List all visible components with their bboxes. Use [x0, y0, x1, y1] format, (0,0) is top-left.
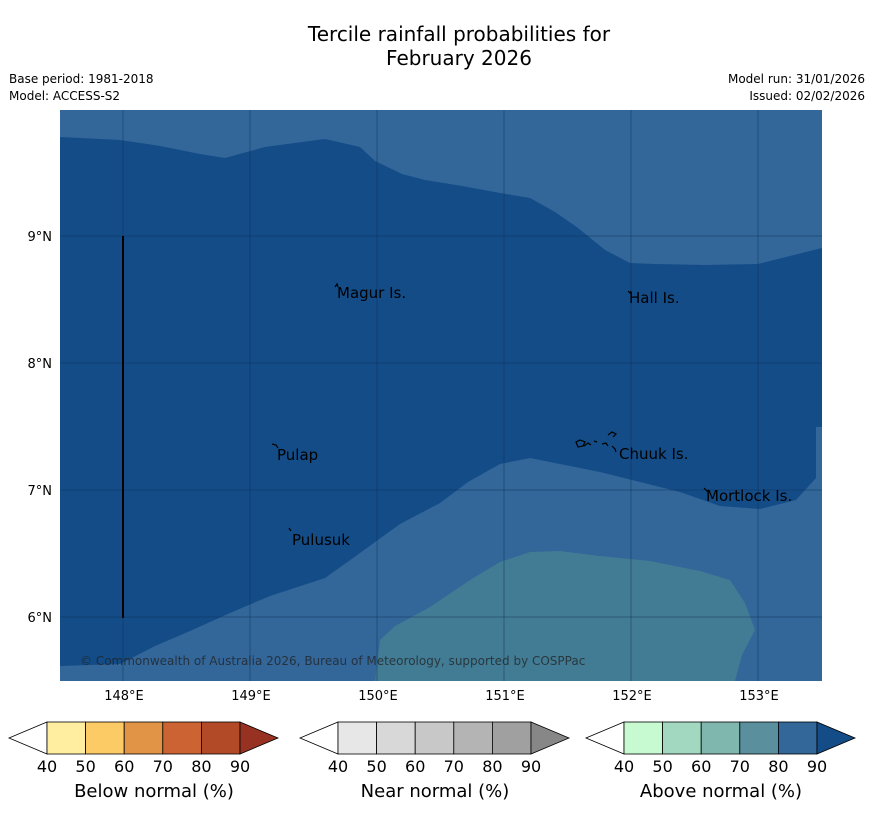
place-label-pulusuk: Pulusuk	[292, 531, 350, 549]
island-outlines	[271, 282, 710, 532]
colorbar-segment	[376, 721, 416, 755]
colorbar-below-normal: 40 50 60 70 80 90	[7, 721, 280, 776]
colorbar-near-normal: 40 50 60 70 80 90	[298, 721, 571, 776]
colorbar-extend-low	[584, 721, 625, 755]
colorbar-segment	[739, 721, 779, 755]
colorbar-label-below: Below normal (%)	[74, 781, 234, 802]
place-label-magur: Magur Is.	[337, 284, 406, 302]
colorbar-tick-label: 50	[652, 757, 672, 776]
colorbar-tick-label: 50	[75, 757, 95, 776]
lon-tick-label: 152°E	[612, 689, 652, 704]
meta-right: Model run: 31/01/2026 Issued: 02/02/2026	[728, 71, 865, 105]
lon-tick-labels: 148°E 149°E 150°E 151°E 152°E 153°E	[104, 689, 779, 704]
colorbar-above-normal: 40 50 60 70 80 90	[584, 721, 857, 776]
colorbar-segment	[414, 721, 455, 755]
lon-tick-label: 149°E	[231, 689, 271, 704]
colorbar-tick-label: 80	[191, 757, 211, 776]
map-title: Tercile rainfall probabilities for Febru…	[0, 22, 873, 70]
colorbar-segment	[85, 721, 125, 755]
colorbar-tick-label: 70	[153, 757, 173, 776]
place-label-hall: Hall Is.	[629, 289, 680, 307]
colorbar-segment	[491, 721, 532, 755]
title-line-1: Tercile rainfall probabilities for	[307, 22, 611, 46]
title-line-2: February 2026	[386, 46, 532, 70]
colorbar-tick-label: 70	[444, 757, 464, 776]
colorbar-tick-label: 90	[521, 757, 541, 776]
lon-tick-label: 153°E	[739, 689, 779, 704]
colorbar-extend-low	[7, 721, 48, 755]
colorbar-extend-high	[530, 721, 571, 755]
colorbar-tick-label: 70	[730, 757, 750, 776]
prob-region-above-60-70	[375, 551, 755, 681]
colorbar-extend-high	[816, 721, 857, 755]
colorbar-segment	[337, 721, 377, 755]
colorbar-segment	[162, 721, 202, 755]
model-run-text: Model run: 31/01/2026	[727, 72, 865, 86]
copyright-text: © Commonwealth of Australia 2026, Bureau…	[80, 654, 585, 668]
issued-text: Issued: 02/02/2026	[749, 89, 865, 103]
colorbar-label-near: Near normal (%)	[360, 781, 510, 802]
colorbar-tick-label: 60	[114, 757, 134, 776]
prob-region-above-80-90	[60, 137, 822, 666]
colorbar-tick-label: 60	[691, 757, 711, 776]
colorbar-segment	[778, 721, 818, 755]
lat-tick-label: 7°N	[28, 484, 53, 499]
colorbar-tick-label: 40	[328, 757, 348, 776]
colorbar-segment	[623, 721, 663, 755]
colorbar-segment	[662, 721, 702, 755]
gridlines	[60, 110, 822, 681]
colorbar-tick-label: 90	[230, 757, 250, 776]
lon-tick-label: 150°E	[358, 689, 398, 704]
colorbar-extend-low	[298, 721, 339, 755]
island-hall	[627, 290, 632, 295]
colorbar-segment	[46, 721, 86, 755]
colorbar-tick-label: 90	[807, 757, 827, 776]
colorbar-tick-label: 80	[768, 757, 788, 776]
lon-tick-label: 151°E	[485, 689, 525, 704]
colorbar-tick-label: 50	[366, 757, 386, 776]
colorbar-segment	[200, 721, 241, 755]
colorbar-segment	[700, 721, 741, 755]
map-panel[interactable]	[60, 110, 822, 681]
lat-tick-label: 8°N	[28, 357, 53, 372]
model-text: Model: ACCESS-S2	[9, 89, 121, 103]
colorbar-tick-label: 40	[614, 757, 634, 776]
colorbar-label-above: Above normal (%)	[639, 781, 803, 802]
colorbar-tick-label: 40	[37, 757, 57, 776]
base-period-text: Base period: 1981-2018	[9, 72, 154, 86]
colorbar-extend-high	[239, 721, 280, 755]
place-label-pulap: Pulap	[277, 446, 318, 464]
colorbar-tick-label: 60	[405, 757, 425, 776]
meta-left: Base period: 1981-2018 Model: ACCESS-S2	[9, 71, 154, 105]
colorbar-segment	[453, 721, 493, 755]
island-mortlock	[703, 487, 710, 492]
colorbar-tick-label: 80	[482, 757, 502, 776]
island-chuuk	[575, 431, 618, 453]
place-label-chuuk: Chuuk Is.	[619, 445, 688, 463]
island-pulap	[271, 443, 279, 449]
lat-tick-label: 6°N	[28, 611, 53, 626]
island-pulusuk	[288, 527, 292, 532]
lat-tick-label: 9°N	[28, 230, 53, 245]
place-labels: Magur Is. Hall Is. Pulap Chuuk Is. Mortl…	[277, 284, 792, 549]
lat-tick-labels: 9°N 8°N 7°N 6°N	[28, 230, 53, 626]
lon-tick-label: 148°E	[104, 689, 144, 704]
island-magur	[334, 282, 339, 288]
place-label-mortlock: Mortlock Is.	[706, 487, 792, 505]
colorbar-segment	[123, 721, 164, 755]
